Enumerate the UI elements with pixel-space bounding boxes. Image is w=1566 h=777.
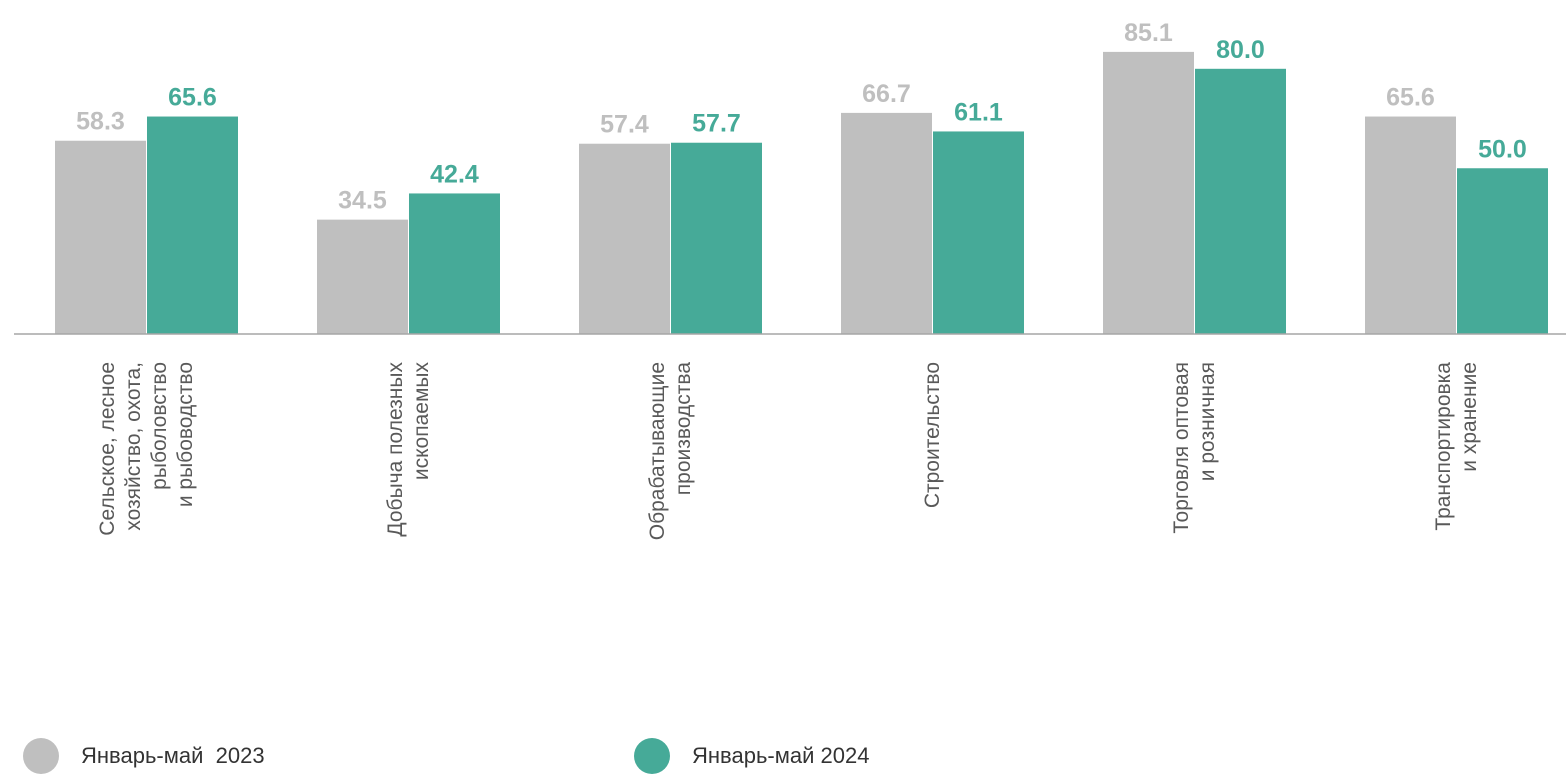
legend-marker-2024 <box>634 738 670 774</box>
bar-2023-0 <box>55 140 146 334</box>
category-label-line: Обрабатывающие <box>646 362 669 540</box>
category-label-4: Торговля оптовая и розничная <box>1170 362 1219 534</box>
category-label-line: Торговля оптовая <box>1170 362 1193 534</box>
category-label-3: Строительство <box>921 362 944 508</box>
bars-group <box>55 51 1548 335</box>
value-label-2023-5: 65.6 <box>1386 84 1435 112</box>
bar-2023-1 <box>317 219 408 334</box>
category-label-5: Транспортировка и хранение <box>1432 362 1481 531</box>
bar-2023-2 <box>579 143 670 334</box>
value-label-2023-4: 85.1 <box>1124 19 1173 47</box>
bar-2024-2 <box>671 142 762 334</box>
bar-2024-4 <box>1195 68 1286 335</box>
value-label-2023-2: 57.4 <box>600 111 649 139</box>
category-label-line: хозяйство, охота, <box>122 362 145 531</box>
category-label-line: ископаемых <box>410 362 433 481</box>
value-label-2024-2: 57.7 <box>692 110 741 138</box>
category-label-0: Сельское, лесное хозяйство, охота, рыболов… <box>96 362 197 536</box>
category-labels-group: Сельское, лесное хозяйство, охота, рыболов… <box>96 362 1481 541</box>
bar-chart: 58.3 65.6 34.5 42.4 57.4 57.7 66.7 61.1 85.1 80.0… <box>14 19 1566 541</box>
category-label-line: рыболовство <box>148 362 171 490</box>
category-label-line: Строительство <box>921 362 944 508</box>
value-label-2024-4: 80.0 <box>1216 36 1265 64</box>
legend-item-2023: Январь-май 2023 <box>23 738 265 774</box>
category-label-line: Добыча полезных <box>384 362 407 537</box>
value-label-2023-1: 34.5 <box>338 187 387 215</box>
legend-marker-2023 <box>23 738 59 774</box>
bar-2024-1 <box>409 193 500 334</box>
legend-label-2023: Январь-май 2023 <box>81 743 265 768</box>
legend-label-2024: Январь-май 2024 <box>692 743 870 768</box>
value-label-2024-1: 42.4 <box>430 160 479 188</box>
category-label-line: Транспортировка <box>1432 362 1455 531</box>
bar-2024-5 <box>1457 168 1548 334</box>
bar-2024-3 <box>933 131 1024 334</box>
category-label-1: Добыча полезных ископаемых <box>384 362 433 537</box>
category-label-line: и хранение <box>1458 362 1481 472</box>
category-label-line: Сельское, лесное <box>96 362 119 536</box>
bar-2023-4 <box>1103 51 1194 335</box>
value-label-2024-0: 65.6 <box>168 84 217 112</box>
category-label-2: Обрабатывающие производства <box>646 362 695 541</box>
bar-2023-3 <box>841 112 932 335</box>
bar-2024-0 <box>147 116 238 334</box>
value-label-2023-0: 58.3 <box>76 108 125 136</box>
legend-item-2024: Январь-май 2024 <box>634 738 869 774</box>
category-label-line: производства <box>672 362 695 496</box>
value-label-2023-3: 66.7 <box>862 80 911 108</box>
value-label-2024-3: 61.1 <box>954 98 1003 126</box>
category-label-line: и рыбоводство <box>174 362 197 507</box>
bar-2023-5 <box>1365 116 1456 334</box>
value-label-2024-5: 50.0 <box>1478 135 1527 163</box>
value-labels-group: 58.3 65.6 34.5 42.4 57.4 57.7 66.7 61.1 85.1 80.0… <box>76 19 1527 215</box>
category-label-line: и розничная <box>1196 362 1219 481</box>
